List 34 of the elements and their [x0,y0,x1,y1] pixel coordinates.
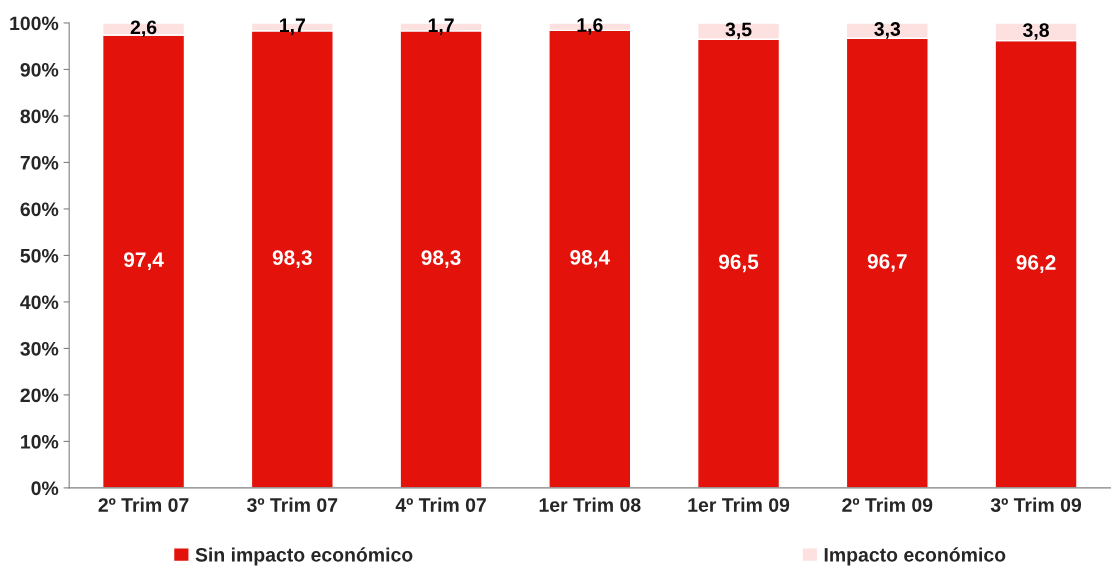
y-tick-label: 60% [20,202,59,217]
x-tick-label: 2º Trim 09 [842,497,933,512]
x-tick-label: 4º Trim 07 [395,497,486,512]
data-label: 1,7 [428,18,454,35]
data-label: 2,6 [130,20,157,38]
data-label: 1,7 [280,18,305,35]
data-label: 97,4 [124,252,164,271]
data-label: 1,6 [577,18,603,35]
data-label: 3,8 [1022,23,1049,40]
data-label: 3,5 [725,22,752,40]
y-tick-label: 100% [10,16,59,31]
data-label: 96,5 [719,254,759,273]
x-tick-label: 2º Trim 07 [98,497,189,512]
legend-label: Sin impacto económico [195,547,413,566]
data-label: 96,7 [867,253,907,272]
data-label: 96,2 [1016,255,1056,273]
x-tick-label: 3º Trim 07 [247,497,338,512]
x-tick-label: 1er Trim 08 [539,497,641,512]
y-tick-label: 50% [20,248,59,263]
y-tick-label: 70% [20,155,59,170]
data-label: 3,3 [874,22,901,39]
data-label: 98,4 [570,249,610,268]
y-tick-label: 10% [21,434,59,449]
legend-label: Impacto económico [824,547,1006,566]
y-tick-label: 30% [20,341,59,356]
x-tick-label: 3º Trim 09 [990,497,1082,512]
y-tick-label: 90% [20,62,59,77]
data-label: 98,3 [421,250,461,268]
y-tick-label: 80% [20,109,59,124]
y-tick-label: 0% [31,481,59,496]
y-tick-label: 20% [20,388,59,403]
x-tick-label: 1er Trim 09 [688,497,790,512]
y-tick-label: 40% [20,295,59,310]
data-label: 98,3 [272,250,312,268]
